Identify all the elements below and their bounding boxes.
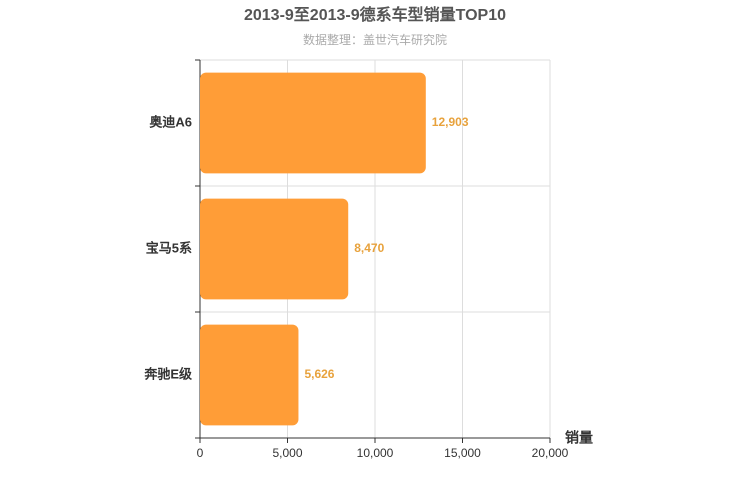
chart-subtitle: 数据整理：盖世汽车研究院: [303, 32, 447, 47]
bar: [200, 198, 349, 300]
bar: [200, 324, 299, 426]
x-tick-label: 0: [197, 446, 204, 460]
y-tick-label: 宝马5系: [146, 240, 192, 255]
chart-title: 2013-9至2013-9德系车型销量TOP10: [244, 5, 506, 24]
y-tick-label: 奥迪A6: [149, 114, 192, 129]
value-label: 12,903: [432, 115, 469, 129]
x-axis-label: 销量: [565, 430, 593, 446]
x-tick-label: 15,000: [444, 446, 481, 460]
value-label: 8,470: [354, 241, 384, 255]
y-tick-label: 奔驰E级: [143, 366, 193, 381]
value-label: 5,626: [304, 367, 334, 381]
x-tick-label: 5,000: [272, 446, 302, 460]
x-tick-label: 10,000: [357, 446, 394, 460]
bar: [200, 72, 426, 174]
x-tick-label: 20,000: [532, 446, 569, 460]
